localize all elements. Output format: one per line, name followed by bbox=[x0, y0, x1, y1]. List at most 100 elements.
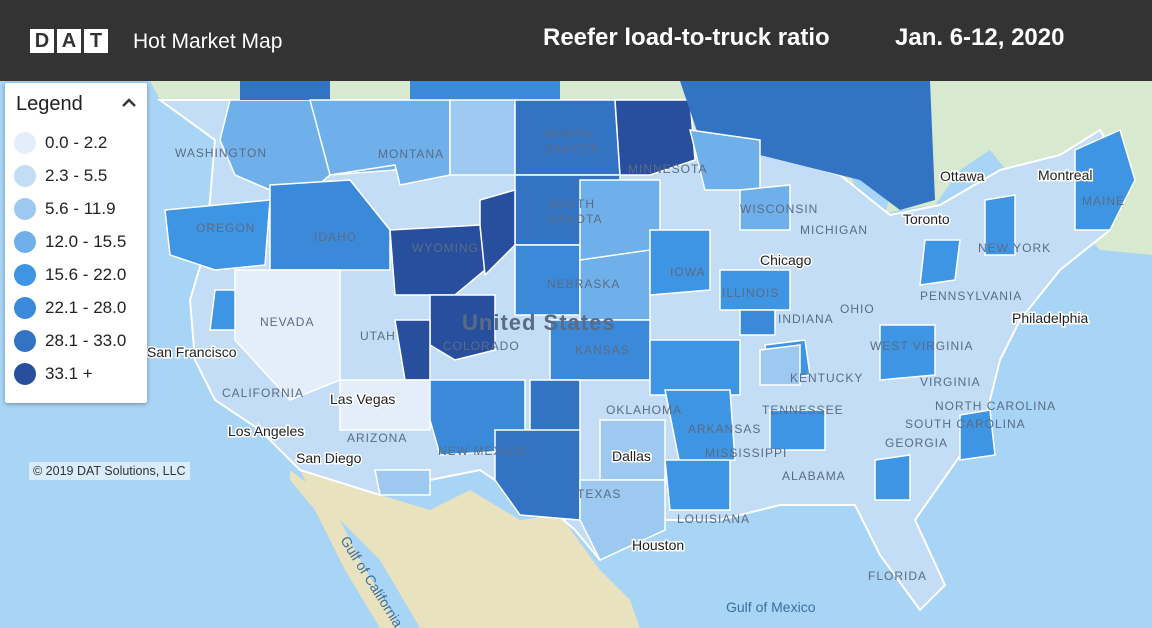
state-label-tennessee: TENNESSEE bbox=[762, 403, 844, 417]
region-west-virginia[interactable] bbox=[879, 324, 936, 381]
region-missouri-south[interactable] bbox=[649, 339, 741, 396]
city-label-montreal: Montreal bbox=[1038, 167, 1092, 183]
city-label-los-angeles: Los Angeles bbox=[228, 423, 304, 439]
state-label-ohio: OHIO bbox=[840, 302, 875, 316]
state-label-wisconsin: WISCONSIN bbox=[740, 202, 818, 216]
state-label-north-dakota-2: DAKOTA bbox=[545, 142, 599, 156]
region-wyoming[interactable] bbox=[389, 224, 486, 296]
region-tennessee-south[interactable] bbox=[769, 409, 826, 451]
legend-label: 2.3 - 5.5 bbox=[45, 166, 108, 185]
header-bar: D A T Hot Market Map Reefer load-to-truc… bbox=[0, 0, 1152, 81]
region-ontario[interactable] bbox=[680, 81, 935, 210]
legend-label: 15.6 - 22.0 bbox=[45, 265, 127, 284]
legend-label: 33.1 + bbox=[45, 364, 93, 383]
legend-swatch bbox=[14, 330, 36, 352]
state-label-georgia: GEORGIA bbox=[885, 436, 948, 450]
region-iowa[interactable] bbox=[649, 229, 711, 296]
legend-title: Legend bbox=[16, 93, 83, 115]
state-label-maine: MAINE bbox=[1082, 194, 1125, 208]
legend-swatch bbox=[14, 363, 36, 385]
region-north-carolina-east[interactable] bbox=[959, 409, 996, 461]
legend-item: 5.6 - 11.9 bbox=[14, 198, 116, 220]
region-arizona-north[interactable] bbox=[339, 379, 431, 431]
legend-item: 2.3 - 5.5 bbox=[14, 165, 107, 187]
region-california-north[interactable] bbox=[209, 289, 236, 331]
legend-swatch bbox=[14, 198, 36, 220]
legend-label: 0.0 - 2.2 bbox=[45, 133, 108, 152]
baja-california-land bbox=[290, 470, 400, 628]
state-label-kansas: KANSAS bbox=[575, 343, 630, 357]
city-label-san-diego: San Diego bbox=[296, 450, 362, 466]
legend-item: 28.1 - 33.0 bbox=[14, 330, 126, 352]
water-label-gulf-of-mexico: Gulf of Mexico bbox=[726, 599, 816, 615]
market-map[interactable]: WASHINGTON MONTANA NORTH DAKOTA MINNESOT… bbox=[0, 81, 1152, 628]
state-label-new-mexico: NEW MEXICO bbox=[438, 444, 527, 458]
legend-item: 12.0 - 15.5 bbox=[14, 231, 126, 253]
region-idaho[interactable] bbox=[269, 179, 391, 271]
state-label-michigan: MICHIGAN bbox=[800, 223, 868, 237]
legend-label: 28.1 - 33.0 bbox=[45, 331, 127, 350]
region-indianapolis[interactable] bbox=[739, 309, 776, 336]
region-west-texas[interactable] bbox=[494, 429, 581, 521]
chevron-up-icon[interactable] bbox=[119, 93, 139, 113]
state-label-oregon: OREGON bbox=[196, 221, 255, 235]
region-north-canada-border[interactable] bbox=[240, 81, 330, 100]
region-wyoming-east[interactable] bbox=[479, 189, 516, 277]
region-south-texas[interactable] bbox=[579, 479, 666, 561]
state-label-arizona: ARIZONA bbox=[347, 431, 407, 445]
region-north-bc[interactable] bbox=[410, 81, 560, 100]
city-label-ottawa: Ottawa bbox=[940, 168, 985, 184]
region-maine[interactable] bbox=[1074, 128, 1136, 231]
legend-item: 15.6 - 22.0 bbox=[14, 264, 126, 286]
legend-panel: Legend 0.0 - 2.2 2.3 - 5.5 5.6 - 11.9 12.0 … bbox=[5, 83, 147, 403]
legend-swatch bbox=[14, 297, 36, 319]
state-label-california: CALIFORNIA bbox=[222, 386, 304, 400]
state-label-kentucky: KENTUCKY bbox=[790, 371, 863, 385]
region-new-york-east[interactable] bbox=[984, 194, 1016, 256]
region-louisiana-north[interactable] bbox=[664, 459, 731, 511]
copyright-notice: © 2019 DAT Solutions, LLC bbox=[29, 462, 190, 480]
region-montana-east[interactable] bbox=[449, 99, 516, 176]
region-oregon[interactable] bbox=[164, 199, 271, 271]
region-wisconsin[interactable] bbox=[739, 184, 791, 231]
legend-item: 0.0 - 2.2 bbox=[14, 132, 107, 154]
region-arizona-south[interactable] bbox=[374, 469, 431, 496]
state-label-virginia: VIRGINIA bbox=[920, 375, 981, 389]
legend-item: 22.1 - 28.0 bbox=[14, 297, 126, 319]
state-label-north-carolina: NORTH CAROLINA bbox=[935, 399, 1056, 413]
city-label-las-vegas: Las Vegas bbox=[330, 391, 395, 407]
region-kentucky[interactable] bbox=[759, 344, 801, 386]
state-label-florida: FLORIDA bbox=[868, 569, 927, 583]
region-illinois[interactable] bbox=[719, 269, 791, 311]
map-title: Reefer load-to-truck ratio bbox=[543, 24, 830, 51]
legend-swatch bbox=[14, 132, 36, 154]
state-label-indiana: INDIANA bbox=[778, 312, 834, 326]
state-label-colorado: COLORADO bbox=[443, 339, 520, 353]
state-label-new-york: NEW YORK bbox=[978, 241, 1051, 255]
country-label: United States bbox=[462, 310, 616, 335]
state-label-north-dakota: NORTH bbox=[545, 127, 592, 141]
app-title: Hot Market Map bbox=[133, 30, 283, 53]
state-label-nebraska: NEBRASKA bbox=[547, 277, 620, 291]
state-label-montana: MONTANA bbox=[378, 147, 444, 161]
legend-label: 5.6 - 11.9 bbox=[45, 199, 116, 218]
state-label-alabama: ALABAMA bbox=[782, 469, 846, 483]
mexico-land bbox=[300, 470, 640, 628]
legend-swatch bbox=[14, 231, 36, 253]
city-label-dallas: Dallas bbox=[612, 448, 651, 464]
logo-letter-t: T bbox=[84, 29, 108, 53]
state-label-minnesota: MINNESOTA bbox=[628, 162, 707, 176]
legend-item: 33.1 + bbox=[14, 363, 93, 385]
region-pennsylvania-west[interactable] bbox=[919, 239, 961, 286]
region-georgia-east[interactable] bbox=[874, 454, 911, 501]
region-arkansas[interactable] bbox=[664, 389, 736, 466]
state-label-louisiana: LOUISIANA bbox=[677, 512, 750, 526]
state-label-mississippi: MISSISSIPPI bbox=[705, 446, 787, 460]
region-minnesota[interactable] bbox=[614, 99, 696, 176]
logo-letter-a: A bbox=[57, 29, 81, 53]
state-label-utah: UTAH bbox=[360, 329, 396, 343]
legend-label: 12.0 - 15.5 bbox=[45, 232, 127, 251]
state-label-south-carolina: SOUTH CAROLINA bbox=[905, 417, 1026, 431]
state-label-arkansas: ARKANSAS bbox=[688, 422, 761, 436]
state-label-iowa: IOWA bbox=[670, 265, 706, 279]
